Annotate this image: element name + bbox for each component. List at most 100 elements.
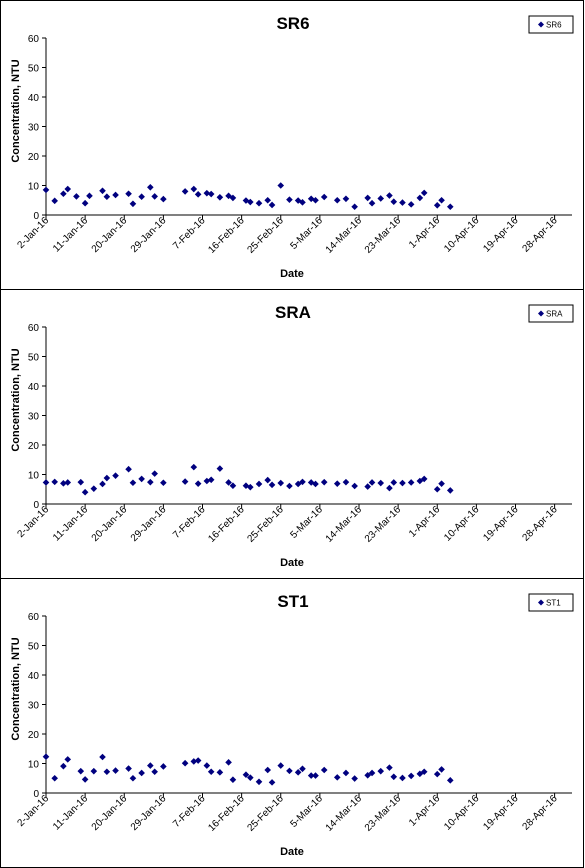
x-tick-label: 25-Feb-16 bbox=[245, 793, 286, 834]
data-point bbox=[247, 774, 254, 781]
x-tick-label: 29-Jan-16 bbox=[129, 504, 169, 544]
x-tick-label: 10-Apr-16 bbox=[442, 504, 482, 544]
data-point bbox=[112, 472, 119, 479]
data-point bbox=[229, 776, 237, 784]
y-tick-label: 20 bbox=[28, 152, 40, 163]
data-point bbox=[64, 756, 72, 763]
data-point bbox=[416, 477, 424, 485]
data-point bbox=[399, 774, 406, 782]
data-point bbox=[307, 195, 315, 203]
data-point bbox=[277, 762, 285, 769]
data-point bbox=[129, 479, 137, 487]
data-point bbox=[286, 482, 293, 490]
data-point bbox=[60, 762, 67, 770]
y-tick-label: 0 bbox=[33, 789, 39, 800]
y-tick-label: 60 bbox=[28, 323, 40, 334]
y-tick-label: 10 bbox=[28, 182, 40, 193]
data-point bbox=[103, 768, 111, 776]
data-point bbox=[320, 766, 328, 774]
legend: SRA bbox=[528, 304, 574, 323]
data-point bbox=[181, 188, 189, 195]
data-point bbox=[342, 195, 350, 203]
data-point bbox=[368, 199, 376, 207]
data-point bbox=[194, 191, 202, 198]
data-point bbox=[446, 203, 454, 211]
x-tick-label: 20-Jan-16 bbox=[90, 215, 130, 255]
data-point bbox=[194, 757, 202, 764]
data-point bbox=[229, 194, 237, 202]
data-point bbox=[333, 480, 341, 487]
data-point bbox=[377, 479, 385, 487]
y-axis-label: Concentration, NTU bbox=[10, 637, 22, 740]
data-point bbox=[407, 201, 415, 208]
x-tick-label: 19-Apr-16 bbox=[481, 504, 521, 544]
data-point bbox=[242, 197, 250, 204]
y-tick-label: 10 bbox=[28, 760, 40, 771]
x-tick-label: 16-Feb-16 bbox=[206, 793, 247, 834]
x-tick-label: 1-Apr-16 bbox=[407, 793, 443, 829]
data-point bbox=[247, 198, 254, 206]
data-point bbox=[147, 762, 154, 769]
data-point bbox=[99, 480, 106, 488]
x-tick-label: 7-Feb-16 bbox=[171, 504, 208, 541]
x-tick-label: 14-Mar-16 bbox=[324, 215, 365, 256]
data-point bbox=[286, 196, 293, 203]
data-point bbox=[99, 187, 106, 195]
chart-title: ST1 bbox=[277, 592, 308, 611]
data-point bbox=[129, 774, 137, 782]
x-tick-label: 10-Apr-16 bbox=[442, 793, 482, 833]
y-tick-label: 60 bbox=[28, 34, 40, 45]
data-point bbox=[438, 766, 445, 773]
y-axis-label: Concentration, NTU bbox=[10, 59, 22, 162]
legend-label: ST1 bbox=[546, 599, 561, 608]
y-tick-label: 50 bbox=[28, 64, 40, 75]
data-point bbox=[364, 772, 371, 779]
x-tick-label: 23-Mar-16 bbox=[363, 504, 404, 545]
data-point bbox=[420, 475, 428, 483]
x-tick-label: 29-Jan-16 bbox=[129, 215, 169, 255]
data-point bbox=[207, 476, 215, 484]
data-point bbox=[229, 482, 237, 490]
legend: SR6 bbox=[528, 15, 574, 34]
data-point bbox=[351, 775, 358, 782]
data-point bbox=[160, 763, 167, 770]
data-point bbox=[216, 465, 224, 472]
data-point bbox=[377, 195, 385, 202]
x-tick-label: 14-Mar-16 bbox=[324, 793, 365, 834]
data-point bbox=[147, 183, 154, 191]
data-point bbox=[342, 478, 350, 486]
data-point bbox=[216, 194, 224, 201]
legend-marker bbox=[538, 599, 544, 606]
data-point bbox=[138, 769, 145, 777]
y-tick-label: 60 bbox=[28, 612, 40, 623]
data-point bbox=[207, 190, 215, 198]
data-point bbox=[364, 194, 371, 202]
data-point bbox=[390, 773, 398, 781]
data-point bbox=[125, 190, 132, 198]
data-point bbox=[438, 196, 445, 204]
data-point bbox=[438, 480, 445, 487]
data-point bbox=[42, 186, 50, 194]
data-point bbox=[190, 185, 198, 193]
x-tick-label: 10-Apr-16 bbox=[442, 215, 482, 255]
data-point bbox=[90, 767, 98, 775]
data-point bbox=[294, 197, 302, 204]
x-tick-label: 1-Apr-16 bbox=[407, 504, 443, 540]
data-point bbox=[268, 201, 276, 209]
x-tick-label: 7-Feb-16 bbox=[171, 215, 208, 252]
data-point bbox=[342, 769, 350, 777]
y-tick-label: 30 bbox=[28, 701, 40, 712]
data-point bbox=[225, 479, 232, 486]
data-point bbox=[320, 478, 328, 486]
x-tick-label: 25-Feb-16 bbox=[245, 504, 286, 545]
data-point bbox=[225, 192, 232, 200]
y-tick-label: 40 bbox=[28, 93, 40, 104]
data-point bbox=[420, 189, 428, 197]
data-point bbox=[147, 478, 154, 486]
y-tick-label: 0 bbox=[33, 211, 39, 222]
x-tick-label: 14-Mar-16 bbox=[324, 504, 365, 545]
data-point bbox=[207, 768, 215, 776]
data-point bbox=[225, 759, 232, 766]
x-tick-label: 29-Jan-16 bbox=[129, 793, 169, 833]
